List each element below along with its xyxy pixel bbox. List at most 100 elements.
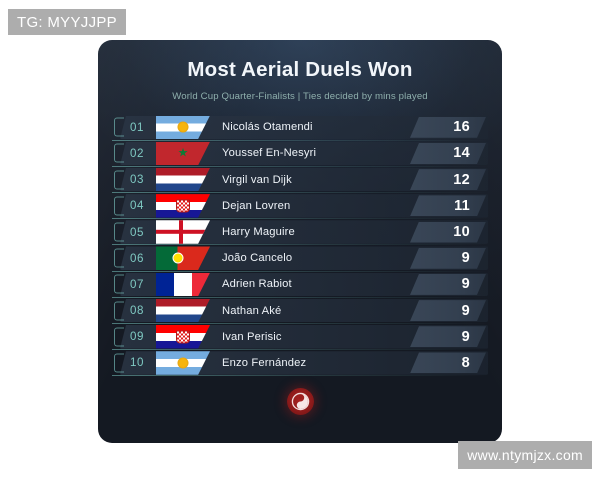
- chevron-left-icon: [114, 301, 124, 321]
- value-cell: 9: [410, 248, 486, 269]
- table-row[interactable]: 05 Harry Maguire 10: [110, 219, 490, 246]
- value-background: [410, 117, 486, 138]
- value-background: [410, 300, 486, 321]
- player-name: Virgil van Dijk: [222, 173, 292, 186]
- row-divider: [112, 244, 488, 246]
- table-row[interactable]: 07 Adrien Rabiot 9: [110, 272, 490, 298]
- value-label: 11: [454, 197, 470, 214]
- player-name: Ivan Perisic: [222, 330, 282, 343]
- rank-label: 09: [129, 330, 145, 344]
- value-background: [410, 248, 486, 269]
- row-background: [120, 115, 488, 140]
- rank-cell: 10: [110, 353, 156, 373]
- chevron-left-icon: [114, 143, 124, 163]
- rank-label: 05: [129, 225, 145, 239]
- card-header: Most Aerial Duels Won World Cup Quarter-…: [98, 40, 502, 101]
- chevron-left-icon: [114, 274, 124, 294]
- value-background: [410, 274, 486, 295]
- row-divider: [112, 296, 488, 298]
- value-background: [410, 222, 486, 243]
- rank-cell: 01: [110, 117, 156, 137]
- chevron-left-icon: [114, 327, 124, 347]
- row-background: [120, 325, 488, 349]
- croatia-flag: [156, 194, 210, 218]
- row-background: [120, 298, 488, 323]
- argentina-flag: [156, 115, 210, 140]
- netherlands-flag: [156, 167, 210, 192]
- row-divider: [112, 218, 488, 220]
- flag-emblem: [176, 330, 190, 344]
- netherlands-flag: [156, 298, 210, 323]
- chevron-left-icon: [114, 222, 124, 242]
- flag-emblem: [177, 121, 189, 133]
- rank-cell: 03: [110, 170, 156, 190]
- value-cell: 16: [410, 117, 486, 138]
- row-divider: [112, 139, 488, 141]
- value-cell: 9: [410, 326, 486, 347]
- row-background: [120, 351, 488, 375]
- value-label: 9: [461, 328, 470, 345]
- table-row[interactable]: 09 Ivan Perisic 9: [110, 324, 490, 351]
- rank-label: 04: [129, 199, 145, 213]
- player-name: Nathan Aké: [222, 304, 282, 317]
- row-background: [120, 194, 488, 218]
- row-divider: [112, 270, 488, 272]
- england-flag: [156, 220, 210, 244]
- player-name: João Cancelo: [222, 252, 293, 265]
- page-title: Most Aerial Duels Won: [187, 58, 413, 81]
- value-background: [410, 169, 486, 190]
- value-cell: 12: [410, 169, 486, 190]
- row-divider: [112, 192, 488, 194]
- chevron-left-icon: [114, 353, 124, 373]
- flag-emblem: [176, 199, 190, 213]
- row-divider: [112, 323, 488, 324]
- player-name: Nicolás Otamendi: [222, 121, 313, 134]
- value-cell: 10: [410, 222, 486, 243]
- row-background: [120, 272, 488, 297]
- chevron-left-icon: [114, 170, 124, 190]
- row-divider: [112, 165, 488, 167]
- table-row[interactable]: 04 Dejan Lovren 11: [110, 193, 490, 220]
- value-label: 12: [453, 171, 470, 188]
- ranking-list: 01 Nicolás Otamendi 16 02 ★ Youssef En-Nesyri…: [98, 115, 502, 377]
- table-row[interactable]: 10 Enzo Fernández 8: [110, 350, 490, 377]
- value-background: [410, 352, 486, 373]
- brand-logo-wrap: [98, 387, 502, 415]
- flag-emblem: [178, 305, 189, 316]
- rank-cell: 06: [110, 248, 156, 268]
- flag-emblem: ★: [177, 145, 189, 160]
- row-background: [120, 220, 488, 244]
- rank-cell: 08: [110, 301, 156, 321]
- row-background: [120, 141, 488, 166]
- argentina-flag: [156, 351, 210, 375]
- value-background: [410, 195, 486, 216]
- value-cell: 11: [410, 195, 486, 216]
- player-name: Dejan Lovren: [222, 199, 291, 212]
- flag-emblem: [178, 174, 189, 185]
- chevron-left-icon: [114, 117, 124, 137]
- ranking-card: Most Aerial Duels Won World Cup Quarter-…: [98, 40, 502, 443]
- value-label: 16: [453, 119, 470, 136]
- rank-cell: 02: [110, 143, 156, 163]
- rank-cell: 04: [110, 196, 156, 216]
- table-row[interactable]: 03 Virgil van Dijk 12: [110, 167, 490, 194]
- flag-emblem: [177, 357, 189, 369]
- flag-emblem: [172, 252, 184, 264]
- telegram-watermark: TG: MYYJJPP: [8, 9, 126, 35]
- rank-cell: 05: [110, 222, 156, 242]
- value-cell: 8: [410, 352, 486, 373]
- rank-label: 02: [129, 146, 145, 160]
- website-watermark: www.ntymjzx.com: [458, 441, 592, 469]
- table-row[interactable]: 02 ★ Youssef En-Nesyri 14: [110, 141, 490, 167]
- swirl-logo-icon: [286, 387, 314, 415]
- row-divider: [112, 375, 488, 377]
- croatia-flag: [156, 325, 210, 349]
- rank-label: 03: [129, 173, 145, 187]
- table-row[interactable]: 08 Nathan Aké 9: [110, 298, 490, 324]
- table-row[interactable]: 01 Nicolás Otamendi 16: [110, 115, 490, 141]
- row-background: [120, 246, 488, 271]
- table-row[interactable]: 06 João Cancelo 9: [110, 245, 490, 272]
- rank-label: 06: [129, 251, 145, 265]
- value-label: 8: [461, 354, 470, 371]
- rank-label: 08: [129, 304, 145, 318]
